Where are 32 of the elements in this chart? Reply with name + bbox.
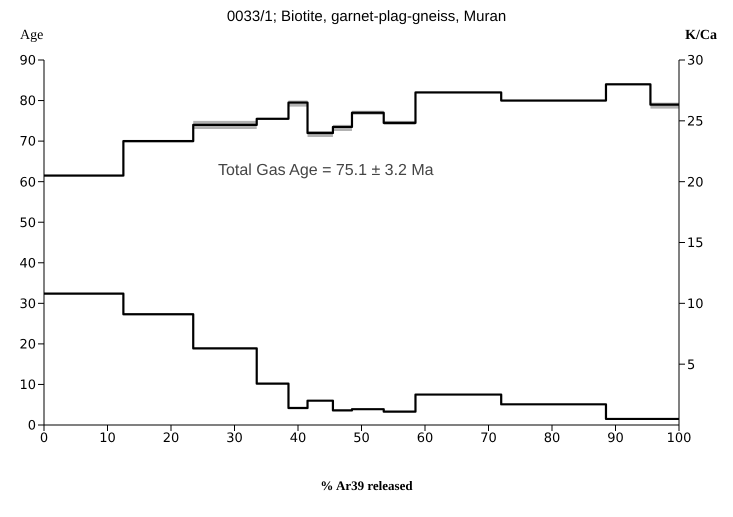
x-tick-label: 100 [666,431,692,446]
y-tick-label: 30 [19,296,36,312]
y2-tick-label: 25 [687,114,704,130]
x-tick-label: 90 [607,431,624,446]
x-tick-label: 10 [99,431,116,446]
y2-tick-label: 10 [687,296,704,312]
y-tick-label: 20 [19,338,36,353]
x-tick-label: 30 [226,431,243,446]
chart-title: 0033/1; Biotite, garnet-plag-gneiss, Muran [226,8,506,25]
y2-tick-label: 20 [687,175,704,190]
x-tick-label: 40 [290,431,306,446]
y2-tick-label: 15 [687,236,704,252]
x-tick-label: 60 [416,431,434,446]
annotation: Total Gas Age = 75.1 ± 3.2 Ma [218,162,434,180]
x-tick-label: 80 [544,431,560,446]
y-tick-label: 70 [19,134,36,150]
y-tick-label: 50 [19,216,36,231]
y2-axis-title: K/Ca [685,28,717,44]
x-tick-label: 20 [162,431,180,446]
x-tick-label: 0 [40,431,48,446]
y2-tick-label: 30 [687,54,704,69]
x-tick-label: 50 [353,431,370,446]
y-axis-title: Age [20,28,44,44]
y-tick-label: 0 [28,418,36,434]
y-tick-label: 40 [19,256,36,272]
y-tick-label: 10 [19,378,36,394]
y-tick-label: 80 [19,94,36,110]
x-tick-label: 70 [480,431,497,446]
y2-tick-label: 5 [687,358,696,373]
x-axis-title: % Ar39 released [319,478,414,494]
y-tick-label: 60 [19,175,36,190]
y-tick-label: 90 [19,54,36,69]
